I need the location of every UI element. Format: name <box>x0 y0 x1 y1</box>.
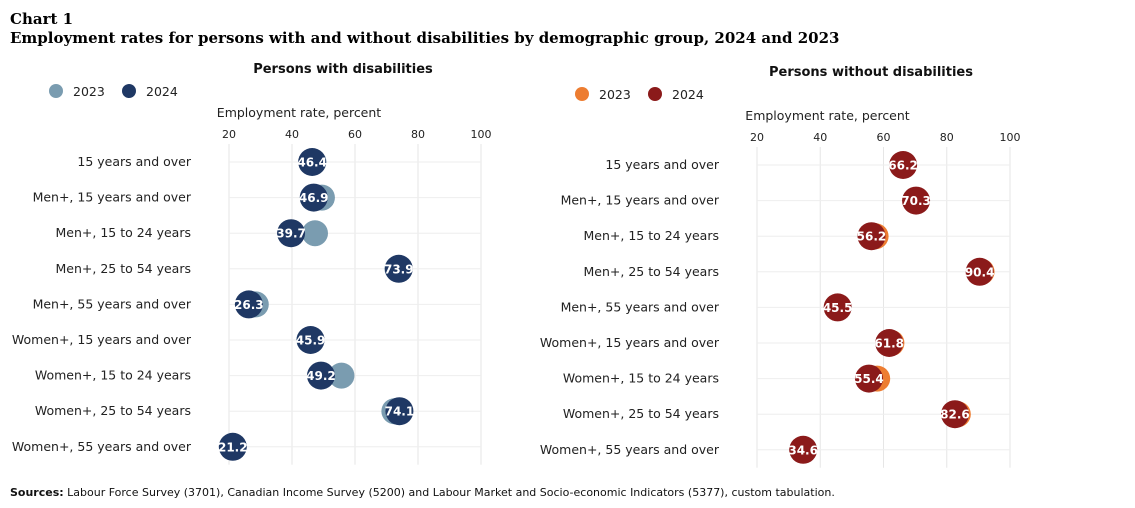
right-category-label: Men+, 55 years and over <box>561 299 720 314</box>
right-legend-label-2023: 2023 <box>599 87 631 102</box>
left-category-label: Men+, 25 to 54 years <box>56 261 192 276</box>
chart-title: Employment rates for persons with and wi… <box>10 29 840 47</box>
right-data-label: 70.3 <box>901 194 931 208</box>
left-tick-label: 60 <box>348 128 362 141</box>
left-legend-label-2024: 2024 <box>146 84 178 99</box>
left-tick-label: 20 <box>222 128 236 141</box>
right-data-label: 82.6 <box>940 408 970 422</box>
right-point-2024 <box>857 222 886 251</box>
right-category-label: Women+, 15 years and over <box>540 335 720 350</box>
left-legend-label-2023: 2023 <box>73 84 105 99</box>
right-tick-label: 40 <box>813 131 827 144</box>
left-data-label: 73.9 <box>384 262 414 276</box>
left-point-2024 <box>218 432 247 461</box>
right-data-label: 66.2 <box>888 159 918 173</box>
right-data-label: 55.4 <box>854 372 884 386</box>
left-point-2024 <box>306 361 335 390</box>
right-category-label: Women+, 55 years and over <box>540 442 720 457</box>
left-data-label: 49.2 <box>306 369 336 383</box>
left-point-2024 <box>296 326 325 354</box>
left-point-2024 <box>277 219 306 248</box>
right-category-label: Women+, 15 to 24 years <box>563 371 719 386</box>
right-data-label: 90.4 <box>965 265 995 279</box>
left-data-label: 45.9 <box>296 334 326 348</box>
left-point-2024 <box>298 148 327 176</box>
right-legend-marker-2024 <box>648 87 662 101</box>
left-category-label: Women+, 15 to 24 years <box>35 368 191 383</box>
left-point-2024 <box>384 254 413 283</box>
right-category-label: Men+, 15 years and over <box>561 193 720 208</box>
left-point-2024 <box>234 290 263 319</box>
left-category-label: Women+, 55 years and over <box>12 439 192 454</box>
right-category-label: Men+, 15 to 24 years <box>584 228 720 243</box>
left-data-label: 74.1 <box>385 405 415 419</box>
left-point-2023 <box>301 220 328 247</box>
right-point-2024 <box>965 257 994 286</box>
left-panel-title: Persons with disabilities <box>253 62 433 77</box>
left-axis-title: Employment rate, percent <box>217 105 382 120</box>
right-data-label: 34.6 <box>788 443 818 457</box>
left-category-label: Women+, 25 to 54 years <box>35 403 191 418</box>
right-data-label: 45.5 <box>823 301 853 315</box>
sources-text: Labour Force Survey (3701), Canadian Inc… <box>63 486 835 499</box>
right-point-2024 <box>789 435 818 464</box>
right-data-label: 56.2 <box>857 230 887 244</box>
right-tick-label: 100 <box>1000 131 1021 144</box>
sources-label: Sources: <box>10 486 64 499</box>
right-category-label: Men+, 25 to 54 years <box>584 264 720 279</box>
right-data-label: 61.8 <box>874 337 904 351</box>
left-tick-label: 40 <box>285 128 299 141</box>
sources-note: Sources: Labour Force Survey (3701), Can… <box>10 486 835 499</box>
left-data-label: 46.9 <box>299 191 329 205</box>
left-category-label: Men+, 15 years and over <box>33 190 192 205</box>
chart-label: Chart 1 <box>10 10 74 28</box>
right-point-2024 <box>940 400 969 429</box>
right-axis-title: Employment rate, percent <box>745 108 910 123</box>
right-tick-label: 20 <box>750 131 764 144</box>
right-category-label: Women+, 25 to 54 years <box>563 406 719 421</box>
left-tick-label: 100 <box>471 128 492 141</box>
left-data-label: 26.3 <box>234 298 264 312</box>
right-tick-label: 60 <box>877 131 891 144</box>
right-legend-marker-2023 <box>575 87 589 101</box>
left-point-2024 <box>299 183 328 212</box>
right-point-2024 <box>875 329 904 357</box>
left-data-label: 39.7 <box>276 227 306 241</box>
left-data-label: 21.2 <box>218 440 248 454</box>
right-point-2024 <box>854 364 883 393</box>
right-point-2024 <box>902 186 931 215</box>
left-category-label: Men+, 15 to 24 years <box>56 225 192 240</box>
left-point-2023 <box>328 362 355 389</box>
left-legend-marker-2023 <box>49 84 63 98</box>
left-category-label: 15 years and over <box>77 154 191 169</box>
left-tick-label: 80 <box>411 128 425 141</box>
right-category-label: 15 years and over <box>605 157 719 172</box>
right-point-2024 <box>823 293 852 322</box>
left-data-label: 46.4 <box>297 156 327 170</box>
left-point-2024 <box>385 397 414 426</box>
left-category-label: Men+, 55 years and over <box>33 296 192 311</box>
left-legend-marker-2024 <box>122 84 136 98</box>
right-point-2024 <box>889 151 918 179</box>
right-tick-label: 80 <box>940 131 954 144</box>
right-panel-title: Persons without disabilities <box>769 65 973 80</box>
left-category-label: Women+, 15 years and over <box>12 332 192 347</box>
right-legend-label-2024: 2024 <box>672 87 704 102</box>
